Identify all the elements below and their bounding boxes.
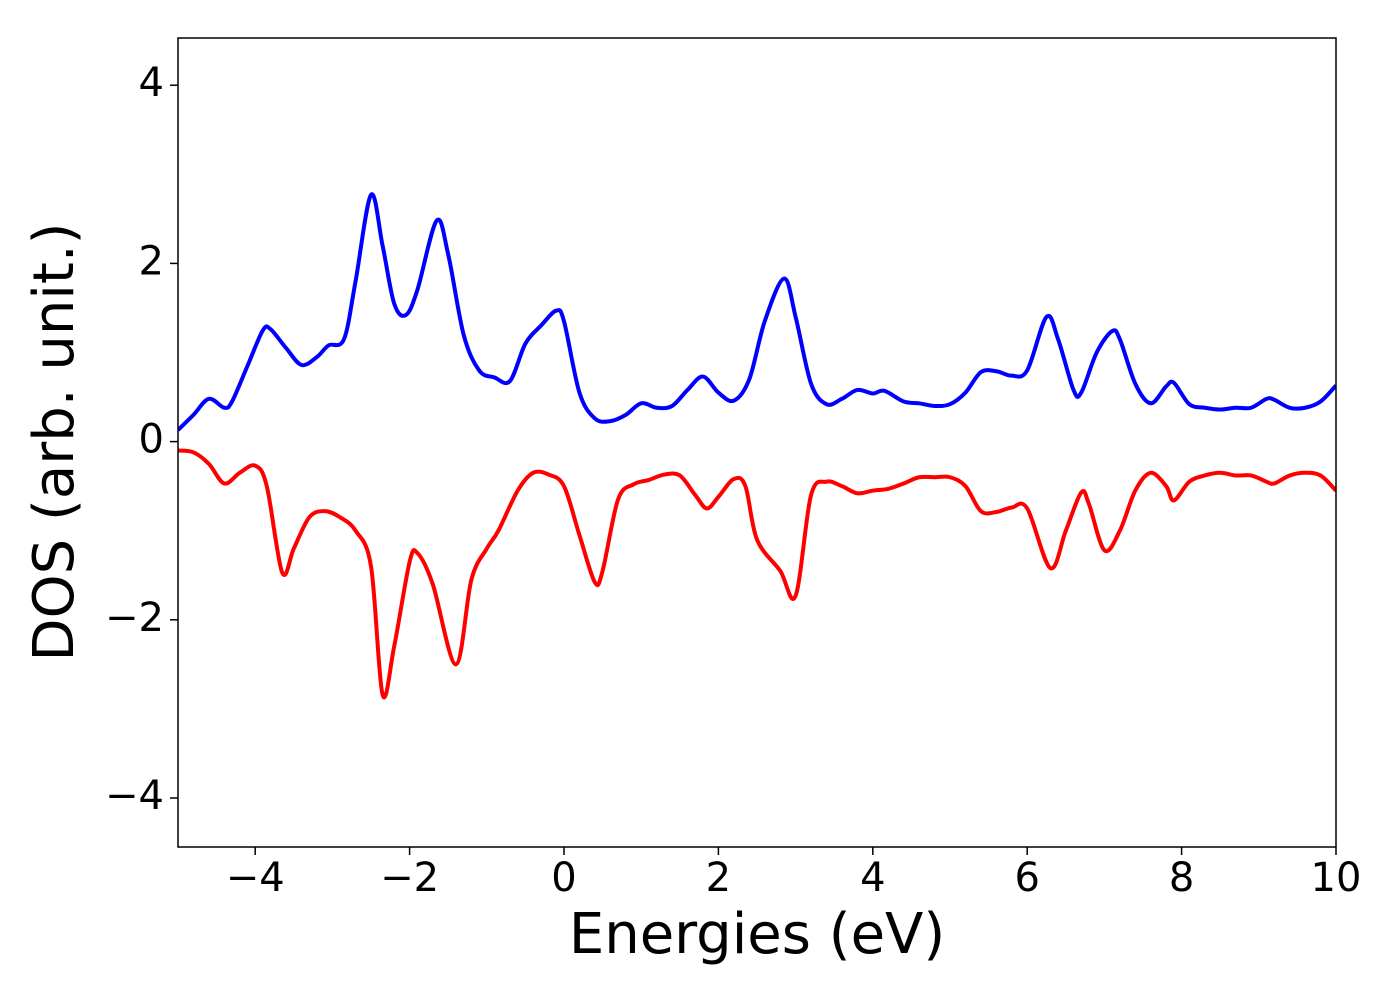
x-tick-label: 6 [1014,855,1039,901]
y-tick-label: 4 [139,60,164,106]
y-tick-label: 0 [139,417,164,463]
y-tick-label: 2 [139,238,164,284]
x-axis-label: Energies (eV) [569,902,945,967]
x-tick-label: 2 [706,855,731,901]
x-tick-label: 8 [1169,855,1194,901]
data-line [178,192,1336,432]
data-line [178,448,1336,700]
y-tick-label: −4 [105,773,164,819]
x-tick-label: 10 [1311,855,1362,901]
x-tick-label: 4 [860,855,885,901]
y-axis-label: DOS (arb. unit.) [22,222,87,661]
y-tick-label: −2 [105,595,164,641]
plot-frame [177,37,1337,848]
x-tick-label: −2 [380,855,439,901]
x-tick-label: 0 [551,855,576,901]
x-tick-label: −4 [226,855,285,901]
